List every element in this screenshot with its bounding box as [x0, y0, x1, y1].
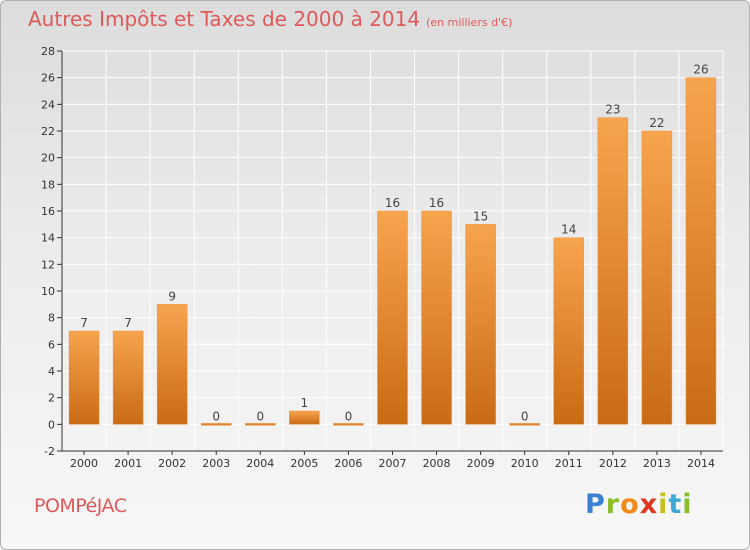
x-tick-label: 2011 — [555, 457, 583, 470]
y-tick-label: 20 — [41, 152, 55, 165]
bar-2014 — [685, 77, 717, 425]
data-label: 0 — [212, 409, 220, 423]
data-label: 7 — [124, 316, 132, 330]
proxiti-logo: Proxiti — [585, 489, 693, 520]
bar-2013 — [641, 130, 673, 425]
data-label: 0 — [256, 409, 264, 423]
logo-letter: i — [658, 489, 669, 520]
y-tick-label: 28 — [41, 45, 55, 58]
chart-subtitle: (en milliers d'€) — [426, 16, 513, 29]
bar-2011 — [553, 237, 585, 425]
y-tick-label: 16 — [41, 205, 55, 218]
x-tick-label: 2013 — [643, 457, 671, 470]
bar-2006 — [333, 423, 364, 426]
logo-letter: r — [605, 489, 621, 520]
y-tick-label: 2 — [48, 392, 55, 405]
y-tick-label: 4 — [48, 365, 55, 378]
data-label: 23 — [605, 103, 620, 117]
data-label: 22 — [649, 116, 664, 130]
x-tick-label: 2008 — [423, 457, 451, 470]
data-label: 26 — [693, 63, 708, 77]
x-tick-label: 2006 — [334, 457, 362, 470]
data-label: 0 — [345, 409, 353, 423]
y-tick-label: 8 — [48, 312, 55, 325]
x-tick-label: 2004 — [246, 457, 274, 470]
chart-title: Autres Impôts et Taxes de 2000 à 2014 (en… — [28, 7, 512, 31]
y-tick-label: 6 — [48, 338, 55, 351]
data-label: 1 — [301, 396, 309, 410]
data-label: 16 — [385, 196, 400, 210]
y-tick-label: 14 — [41, 232, 55, 245]
y-tick-label: 22 — [41, 125, 55, 138]
bar-2004 — [245, 423, 276, 426]
x-tick-label: 2014 — [687, 457, 715, 470]
town-name: POMPéJAC — [34, 495, 127, 517]
bar-2012 — [597, 117, 629, 425]
bar-2003 — [200, 423, 232, 426]
y-tick-label: 0 — [48, 418, 55, 431]
x-tick-label: 2003 — [202, 457, 230, 470]
bar-2002 — [156, 304, 188, 425]
x-tick-label: 2001 — [114, 457, 142, 470]
logo-letter: x — [639, 489, 659, 520]
bar-2010 — [509, 423, 540, 426]
bar-2000 — [68, 330, 100, 425]
data-label: 0 — [521, 409, 529, 423]
x-tick-label: 2005 — [290, 457, 318, 470]
x-tick-label: 2010 — [511, 457, 539, 470]
y-tick-label: 24 — [41, 98, 55, 111]
bar-2007 — [377, 210, 408, 425]
data-label: 7 — [80, 316, 88, 330]
bar-2008 — [421, 210, 452, 425]
logo-letter: o — [620, 489, 640, 520]
x-tick-label: 2012 — [599, 457, 627, 470]
bar-2001 — [112, 330, 144, 425]
x-tick-label: 2009 — [467, 457, 495, 470]
y-tick-label: 12 — [41, 258, 55, 271]
data-label: 15 — [473, 209, 488, 223]
y-tick-label: 10 — [41, 285, 55, 298]
y-tick-label: 18 — [41, 178, 55, 191]
x-tick-label: 2002 — [158, 457, 186, 470]
bar-2009 — [465, 224, 496, 425]
y-tick-label: -2 — [44, 445, 55, 458]
x-tick-label: 2000 — [70, 457, 98, 470]
bars — [68, 77, 717, 426]
value-labels: 7 7 9 0 0 1 0 16 16 15 0 14 23 22 26 — [80, 63, 708, 424]
data-label: 16 — [429, 196, 444, 210]
chart-title-text: Autres Impôts et Taxes de 2000 à 2014 — [28, 7, 421, 31]
y-tick-label: 26 — [41, 72, 55, 85]
logo-letter: i — [682, 489, 693, 520]
data-label: 14 — [561, 223, 576, 237]
data-label: 9 — [168, 289, 176, 303]
x-tick-label: 2007 — [379, 457, 407, 470]
logo-letter: t — [668, 489, 683, 520]
logo-letter: P — [585, 489, 606, 520]
bar-2005 — [289, 410, 320, 425]
